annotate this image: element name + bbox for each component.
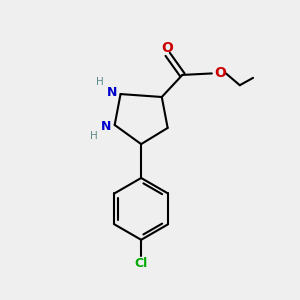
Text: O: O	[214, 66, 226, 80]
Text: H: H	[90, 131, 97, 141]
Text: H: H	[96, 77, 104, 87]
Text: O: O	[162, 41, 174, 55]
Text: N: N	[107, 86, 118, 99]
Text: Cl: Cl	[134, 257, 148, 271]
Text: N: N	[100, 120, 111, 133]
